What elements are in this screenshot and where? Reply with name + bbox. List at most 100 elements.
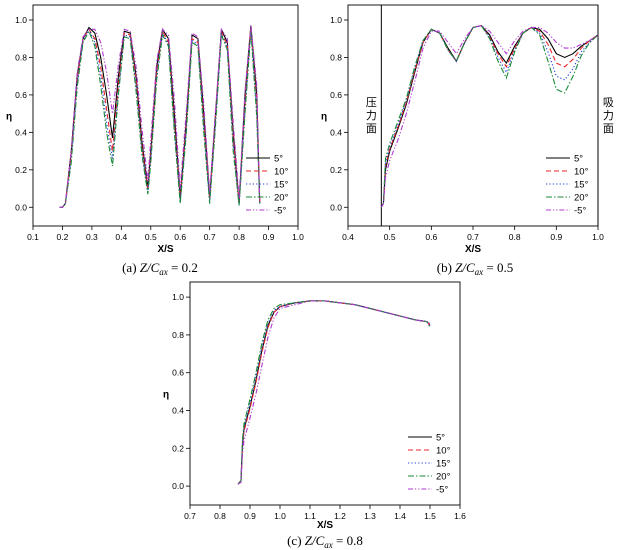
y-tick-label: 0.0: [15, 202, 27, 212]
caption-value: = 0.8: [333, 533, 363, 548]
series-line: [237, 300, 431, 485]
x-tick-label: 0.2: [57, 232, 69, 242]
surface-annotation: 压力面: [366, 96, 377, 135]
surface-annotation-char: 力: [603, 109, 614, 122]
y-tick-label: 1.0: [172, 292, 184, 302]
legend-label: 15°: [574, 180, 589, 191]
series-line: [237, 300, 431, 485]
surface-annotation-char: 面: [603, 122, 614, 135]
legend-label: -5°: [574, 206, 586, 217]
x-tick-label: 0.7: [204, 232, 216, 242]
legend-label: 5°: [574, 154, 583, 165]
caption-variable: Z/C: [140, 260, 160, 275]
x-tick-label: 0.5: [145, 232, 157, 242]
y-tick-label: 0.0: [172, 481, 184, 491]
x-tick-label: 1.4: [394, 511, 406, 521]
x-axis-label: X/S: [317, 520, 333, 531]
caption-variable: Z/C: [455, 260, 475, 275]
legend-label: 20°: [274, 193, 289, 204]
x-tick-label: 0.8: [509, 232, 521, 242]
legend-label: 5°: [274, 154, 283, 165]
series-line: [380, 25, 599, 208]
legend-label: 5°: [436, 433, 445, 444]
x-tick-label: 0.4: [342, 232, 354, 242]
x-tick-label: 1.0: [274, 511, 286, 521]
legend-label: 10°: [574, 167, 589, 178]
surface-annotation-char: 压: [366, 96, 377, 109]
y-tick-label: 1.0: [15, 15, 27, 25]
legend-label: 10°: [436, 446, 451, 457]
y-tick-label: 0.0: [330, 202, 342, 212]
x-tick-label: 0.7: [184, 511, 196, 521]
caption-subscript: ax: [475, 267, 484, 277]
series-line: [380, 24, 599, 208]
y-tick-label: 0.2: [172, 443, 184, 453]
caption-value: = 0.5: [483, 260, 513, 275]
caption-prefix: (c): [287, 533, 305, 548]
x-tick-label: 0.5: [384, 232, 396, 242]
caption-variable: Z/C: [305, 533, 325, 548]
x-tick-label: 1.2: [334, 511, 346, 521]
y-tick-label: 0.8: [330, 52, 342, 62]
x-tick-label: 1.0: [592, 232, 604, 242]
x-tick-label: 0.9: [550, 232, 562, 242]
x-tick-label: 0.3: [86, 232, 98, 242]
x-tick-label: 1.1: [304, 511, 316, 521]
surface-annotation-char: 力: [366, 109, 377, 122]
y-tick-label: 0.6: [172, 368, 184, 378]
legend-label: 10°: [274, 167, 289, 178]
x-tick-label: 0.9: [263, 232, 275, 242]
x-tick-label: 0.1: [27, 232, 39, 242]
y-tick-label: 0.4: [172, 406, 184, 416]
caption-subscript: ax: [159, 267, 168, 277]
series-line: [59, 29, 261, 208]
y-axis-label: η: [163, 390, 169, 401]
plot-frame: [347, 4, 599, 227]
x-tick-label: 0.9: [244, 511, 256, 521]
x-tick-label: 0.4: [115, 232, 127, 242]
x-tick-label: 1.0: [292, 232, 304, 242]
chart-panel-1: 0.1 0.2 0.3 0.4 0.5 0.6 0.7 0.8 0.9 1.0 0.0 0.2 0.4 0…: [6, 4, 304, 277]
x-tick-label: 1.5: [424, 511, 436, 521]
y-tick-label: 0.8: [15, 52, 27, 62]
series-line: [59, 25, 261, 208]
x-tick-label: 0.8: [214, 511, 226, 521]
y-tick-label: 1.0: [330, 15, 342, 25]
panel-caption: (c) Z/Cax = 0.8: [287, 533, 363, 550]
legend-label: 15°: [436, 459, 451, 470]
plot-frame: [189, 281, 461, 506]
x-axis-label: X/S: [465, 244, 481, 255]
y-tick-label: 0.2: [330, 165, 342, 175]
y-tick-label: 0.6: [330, 90, 342, 100]
caption-prefix: (b): [437, 260, 455, 275]
surface-annotation-char: 吸: [603, 96, 614, 109]
chart-panel-2: 0.4 0.5 0.6 0.7 0.8 0.9 1.0 0.0 0.2 0.4 0.6 0.8 1.0 X…: [321, 4, 614, 277]
y-tick-label: 0.6: [15, 90, 27, 100]
y-tick-label: 0.4: [330, 127, 342, 137]
y-tick-label: 0.2: [15, 165, 27, 175]
series-line: [237, 300, 431, 485]
caption-subscript: ax: [324, 540, 333, 550]
x-tick-label: 1.3: [364, 511, 376, 521]
chart-panel-3: 0.7 0.8 0.9 1.0 1.1 1.2 1.3 1.4 1.5 1.6 0.0 0.2 0.4 0…: [163, 281, 466, 550]
series-line: [380, 24, 599, 208]
panel-caption: (a) Z/Cax = 0.2: [122, 260, 198, 277]
legend-label: 15°: [274, 180, 289, 191]
y-axis-label: η: [6, 112, 12, 123]
x-tick-label: 0.6: [174, 232, 186, 242]
plot-frame: [32, 4, 299, 227]
surface-annotation-char: 面: [366, 122, 377, 135]
legend-label: 20°: [574, 193, 589, 204]
x-tick-label: 0.6: [425, 232, 437, 242]
legend-label: -5°: [436, 485, 448, 496]
x-tick-label: 0.7: [467, 232, 479, 242]
y-tick-label: 0.8: [172, 330, 184, 340]
y-axis-label: η: [321, 112, 327, 123]
series-line: [380, 24, 599, 208]
caption-prefix: (a): [122, 260, 140, 275]
panel-caption: (b) Z/Cax = 0.5: [437, 260, 514, 277]
legend-label: 20°: [436, 472, 451, 483]
series-line: [380, 24, 599, 208]
x-axis-label: X/S: [157, 244, 173, 255]
